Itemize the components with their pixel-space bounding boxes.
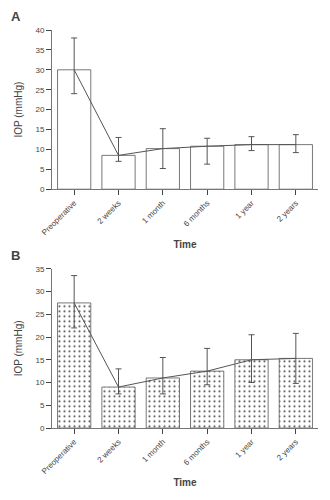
svg-text:25: 25 — [35, 310, 44, 319]
svg-text:10: 10 — [35, 145, 44, 154]
svg-text:IOP (mmHg): IOP (mmHg) — [13, 82, 24, 138]
svg-text:1 month: 1 month — [140, 199, 167, 226]
svg-text:20: 20 — [35, 333, 44, 342]
svg-text:25: 25 — [35, 86, 44, 95]
svg-text:20: 20 — [35, 105, 44, 114]
svg-text:5: 5 — [40, 165, 45, 174]
svg-text:Time: Time — [173, 477, 197, 488]
svg-text:15: 15 — [35, 125, 44, 134]
svg-text:0: 0 — [40, 185, 45, 194]
svg-text:10: 10 — [35, 378, 44, 387]
svg-text:35: 35 — [35, 46, 44, 55]
svg-text:30: 30 — [35, 287, 44, 296]
svg-text:Preoperative: Preoperative — [40, 437, 79, 476]
svg-text:1 year: 1 year — [234, 437, 256, 459]
svg-text:2 weeks: 2 weeks — [96, 437, 123, 464]
svg-text:B: B — [11, 248, 20, 263]
svg-text:Preoperative: Preoperative — [40, 198, 79, 237]
svg-text:6 months: 6 months — [182, 199, 212, 229]
svg-text:1 month: 1 month — [140, 437, 167, 464]
svg-text:35: 35 — [35, 265, 44, 274]
svg-text:1 year: 1 year — [234, 198, 256, 220]
svg-text:6 months: 6 months — [182, 437, 212, 467]
svg-text:A: A — [11, 9, 21, 24]
svg-text:2 years: 2 years — [275, 437, 300, 462]
svg-text:0: 0 — [40, 424, 45, 433]
svg-text:40: 40 — [35, 26, 44, 35]
svg-text:30: 30 — [35, 66, 44, 75]
svg-text:Time: Time — [173, 239, 197, 250]
svg-text:IOP (mmHg): IOP (mmHg) — [13, 320, 24, 376]
svg-text:2 years: 2 years — [275, 199, 300, 224]
svg-text:2 weeks: 2 weeks — [96, 199, 123, 226]
svg-text:5: 5 — [40, 401, 45, 410]
svg-text:15: 15 — [35, 356, 44, 365]
